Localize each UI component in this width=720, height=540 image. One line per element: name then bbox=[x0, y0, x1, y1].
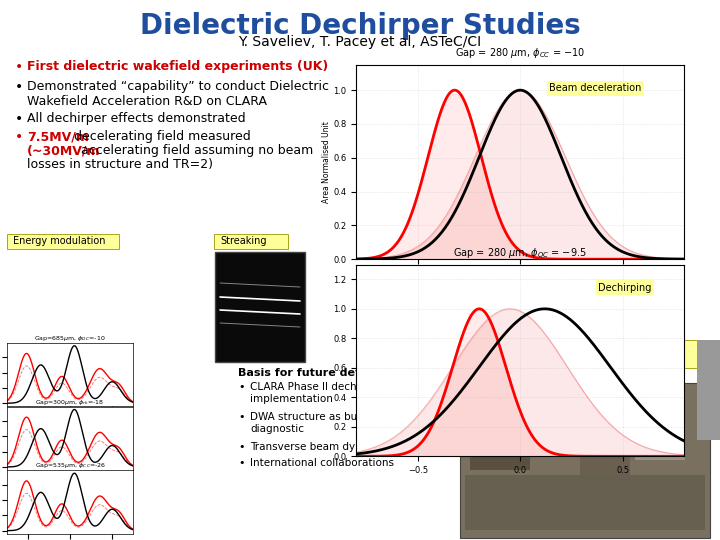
Text: Dielectric Dechirper Studies: Dielectric Dechirper Studies bbox=[140, 12, 580, 40]
Text: Dechirping: Dechirping bbox=[598, 282, 652, 293]
FancyBboxPatch shape bbox=[612, 340, 712, 368]
Text: •: • bbox=[238, 412, 245, 422]
FancyBboxPatch shape bbox=[635, 390, 685, 460]
FancyBboxPatch shape bbox=[697, 340, 720, 440]
Text: (~30MV/m: (~30MV/m bbox=[27, 144, 101, 157]
Text: •: • bbox=[15, 60, 23, 74]
FancyBboxPatch shape bbox=[215, 252, 305, 362]
Text: •: • bbox=[15, 130, 23, 144]
Title: Gap = 280 $\mu$m, $\phi_{OC}$ = $-$9.5: Gap = 280 $\mu$m, $\phi_{OC}$ = $-$9.5 bbox=[454, 246, 587, 260]
FancyBboxPatch shape bbox=[7, 234, 119, 249]
FancyBboxPatch shape bbox=[465, 475, 705, 530]
Title: Gap = 280 $\mu$m, $\phi_{CC}$ = $-$10: Gap = 280 $\mu$m, $\phi_{CC}$ = $-$10 bbox=[455, 46, 585, 60]
Text: Demonstrated “capability” to conduct Dielectric
Wakefield Acceleration R&D on CL: Demonstrated “capability” to conduct Die… bbox=[27, 80, 329, 108]
Text: 7.5MV/m: 7.5MV/m bbox=[27, 130, 89, 143]
Text: First dielectric wakefield experiments (UK): First dielectric wakefield experiments (… bbox=[27, 60, 328, 73]
Text: accelerating field assuming no beam: accelerating field assuming no beam bbox=[77, 144, 313, 157]
FancyBboxPatch shape bbox=[580, 390, 630, 480]
FancyBboxPatch shape bbox=[460, 383, 710, 538]
Text: Transverse beam dynamics and BBU: Transverse beam dynamics and BBU bbox=[250, 442, 441, 452]
Text: •: • bbox=[15, 80, 23, 94]
Text: International collaborations: International collaborations bbox=[250, 458, 394, 468]
Text: CLARA Phase II dechirper
implementation: CLARA Phase II dechirper implementation bbox=[250, 382, 382, 403]
Text: •: • bbox=[238, 382, 245, 392]
FancyBboxPatch shape bbox=[214, 234, 288, 249]
Text: CLARA Phase II
dechirper: CLARA Phase II dechirper bbox=[618, 345, 685, 364]
Text: DWA structure as bunch length
diagnostic: DWA structure as bunch length diagnostic bbox=[250, 412, 413, 434]
Text: All dechirper effects demonstrated: All dechirper effects demonstrated bbox=[27, 112, 246, 125]
Text: Basis for future developments :: Basis for future developments : bbox=[238, 368, 436, 378]
Text: losses in structure and TR=2): losses in structure and TR=2) bbox=[27, 158, 213, 171]
Text: decelerating field measured: decelerating field measured bbox=[70, 130, 251, 143]
Text: Y. Saveliev, T. Pacey et al, ASTeC/CI: Y. Saveliev, T. Pacey et al, ASTeC/CI bbox=[238, 35, 482, 49]
Text: Beam deceleration: Beam deceleration bbox=[549, 83, 642, 93]
Title: Gap=535$\mu$m, $\phi_{CC}$=-26: Gap=535$\mu$m, $\phi_{CC}$=-26 bbox=[35, 461, 106, 470]
Y-axis label: Area Normalised Unit: Area Normalised Unit bbox=[322, 121, 330, 203]
Text: •: • bbox=[238, 458, 245, 468]
Text: •: • bbox=[238, 442, 245, 452]
Text: Energy modulation: Energy modulation bbox=[13, 237, 106, 246]
FancyBboxPatch shape bbox=[470, 390, 530, 470]
Text: Streaking: Streaking bbox=[220, 237, 266, 246]
Title: Gap=685$\mu$m, $\phi_{DC}$=-10: Gap=685$\mu$m, $\phi_{DC}$=-10 bbox=[35, 334, 106, 343]
Title: Gap=300$\mu$m, $\phi_{rk}$=-18: Gap=300$\mu$m, $\phi_{rk}$=-18 bbox=[35, 397, 105, 407]
Text: •: • bbox=[15, 112, 23, 126]
FancyBboxPatch shape bbox=[535, 390, 575, 450]
